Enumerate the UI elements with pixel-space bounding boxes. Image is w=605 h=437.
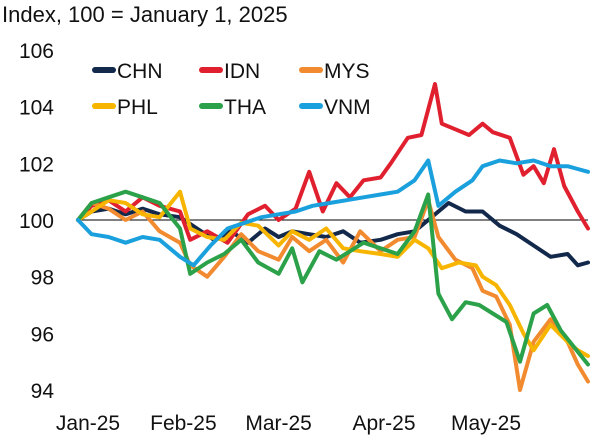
legend-label-chn: CHN	[117, 60, 163, 83]
x-tick-label: May-25	[451, 412, 521, 435]
y-tick-label: 96	[31, 323, 54, 346]
series-lines	[76, 82, 590, 392]
legend: CHN IDN MYS PHL THA VNM	[92, 60, 371, 119]
x-tick-label: Apr-25	[352, 412, 415, 435]
series-line-idn	[76, 82, 590, 245]
y-tick-label: 102	[19, 153, 54, 176]
series-line-vnm	[76, 158, 590, 268]
y-axis-title: Index, 100 = January 1, 2025	[2, 2, 288, 27]
x-tick-label: Mar-25	[245, 412, 312, 435]
legend-label-phl: PHL	[117, 96, 158, 119]
y-tick-label: 104	[19, 97, 54, 120]
y-tick-label: 94	[31, 380, 55, 403]
x-axis-ticks: Jan-25 Feb-25 Mar-25 Apr-25 May-25	[56, 412, 521, 435]
x-tick-label: Feb-25	[150, 412, 217, 435]
y-tick-label: 100	[19, 210, 54, 233]
series-line-tha	[76, 189, 590, 367]
legend-label-tha: THA	[224, 96, 266, 119]
y-tick-label: 98	[31, 267, 54, 290]
legend-label-vnm: VNM	[324, 96, 371, 119]
y-axis-ticks: 94 96 98 100 102 104 106	[19, 40, 54, 403]
y-tick-label: 106	[19, 40, 54, 63]
x-tick-label: Jan-25	[56, 412, 120, 435]
legend-label-mys: MYS	[324, 60, 370, 83]
legend-label-idn: IDN	[224, 60, 260, 83]
series-line-mys	[76, 198, 590, 392]
